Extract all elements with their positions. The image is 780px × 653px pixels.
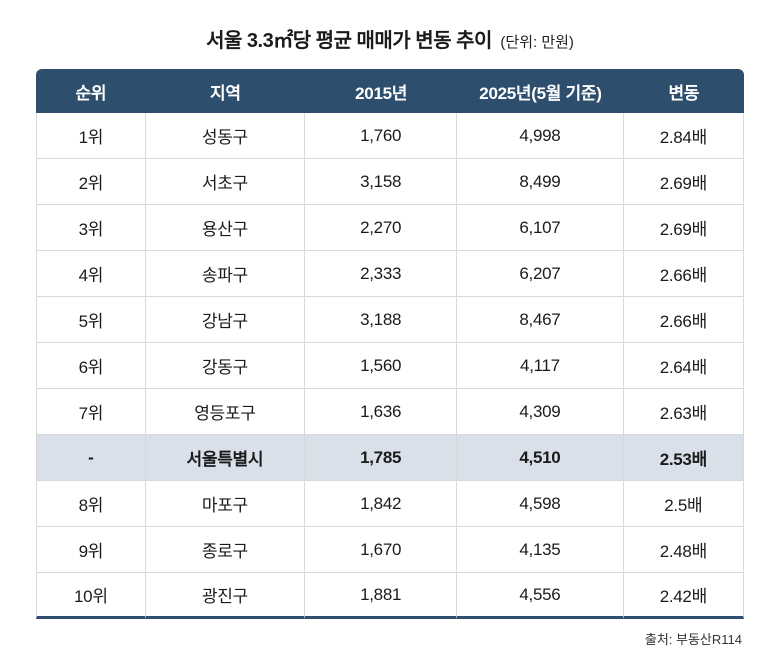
cell-rank: 8위 [36,481,146,527]
cell-rank: 3위 [36,205,146,251]
cell-change: 2.66배 [623,297,744,343]
cell-2025: 8,499 [457,159,624,205]
cell-rank: 7위 [36,389,146,435]
table-row: 4위 송파구 2,333 6,207 2.66배 [36,251,744,297]
cell-2025: 6,107 [457,205,624,251]
cell-2025: 4,135 [457,527,624,573]
cell-2025: 4,598 [457,481,624,527]
cell-2015: 2,333 [305,251,458,297]
column-header-2025: 2025년(5월 기준) [457,69,624,113]
cell-2025: 8,467 [457,297,624,343]
cell-2015: 1,760 [305,113,458,159]
cell-region: 강남구 [145,297,306,343]
cell-2025: 6,207 [457,251,624,297]
cell-rank: 1위 [36,113,146,159]
cell-region: 영등포구 [145,389,306,435]
cell-region: 용산구 [145,205,306,251]
chart-title-area: 서울 3.3㎡당 평균 매매가 변동 추이 (단위: 만원) [36,18,744,69]
cell-region: 강동구 [145,343,306,389]
column-header-region: 지역 [145,69,306,113]
cell-rank: 5위 [36,297,146,343]
cell-change: 2.84배 [623,113,744,159]
cell-region: 마포구 [145,481,306,527]
cell-2015: 2,270 [305,205,458,251]
cell-region: 서초구 [145,159,306,205]
cell-2025: 4,998 [457,113,624,159]
cell-rank: - [36,435,146,481]
cell-2015: 1,785 [305,435,458,481]
cell-region: 서울특별시 [145,435,306,481]
cell-2025: 4,117 [457,343,624,389]
table-row: 10위 광진구 1,881 4,556 2.42배 [36,573,744,619]
table-body: 1위 성동구 1,760 4,998 2.84배 2위 서초구 3,158 8,… [36,113,744,619]
source-note: 출처: 부동산R114 [644,632,742,647]
cell-2025: 4,309 [457,389,624,435]
cell-2015: 1,881 [305,573,458,619]
table-row: 1위 성동구 1,760 4,998 2.84배 [36,113,744,159]
cell-2015: 3,188 [305,297,458,343]
cell-region: 성동구 [145,113,306,159]
cell-rank: 9위 [36,527,146,573]
table-header: 순위 지역 2015년 2025년(5월 기준) 변동 [36,69,744,113]
cell-change: 2.63배 [623,389,744,435]
table-row: 6위 강동구 1,560 4,117 2.64배 [36,343,744,389]
unit-note: (단위: 만원) [500,34,574,51]
cell-rank: 4위 [36,251,146,297]
column-header-rank: 순위 [36,69,146,113]
cell-change: 2.66배 [623,251,744,297]
cell-region: 종로구 [145,527,306,573]
cell-2015: 1,636 [305,389,458,435]
table-row: 5위 강남구 3,188 8,467 2.66배 [36,297,744,343]
table-row: 7위 영등포구 1,636 4,309 2.63배 [36,389,744,435]
cell-2025: 4,510 [457,435,624,481]
column-header-2015: 2015년 [305,69,458,113]
cell-change: 2.42배 [623,573,744,619]
cell-2015: 1,560 [305,343,458,389]
table-row: 3위 용산구 2,270 6,107 2.69배 [36,205,744,251]
cell-change: 2.69배 [623,205,744,251]
table-row: - 서울특별시 1,785 4,510 2.53배 [36,435,744,481]
page-title: 서울 3.3㎡당 평균 매매가 변동 추이 [206,30,492,52]
cell-2015: 1,670 [305,527,458,573]
cell-change: 2.48배 [623,527,744,573]
cell-region: 송파구 [145,251,306,297]
cell-rank: 10위 [36,573,146,619]
cell-2015: 1,842 [305,481,458,527]
cell-change: 2.53배 [623,435,744,481]
cell-rank: 2위 [36,159,146,205]
cell-2015: 3,158 [305,159,458,205]
table-row: 2위 서초구 3,158 8,499 2.69배 [36,159,744,205]
cell-change: 2.5배 [623,481,744,527]
cell-region: 광진구 [145,573,306,619]
cell-change: 2.69배 [623,159,744,205]
table-row: 9위 종로구 1,670 4,135 2.48배 [36,527,744,573]
cell-2025: 4,556 [457,573,624,619]
cell-change: 2.64배 [623,343,744,389]
cell-rank: 6위 [36,343,146,389]
price-change-table: 순위 지역 2015년 2025년(5월 기준) 변동 1위 성동구 1,760… [36,69,744,619]
table-row: 8위 마포구 1,842 4,598 2.5배 [36,481,744,527]
column-header-change: 변동 [623,69,744,113]
